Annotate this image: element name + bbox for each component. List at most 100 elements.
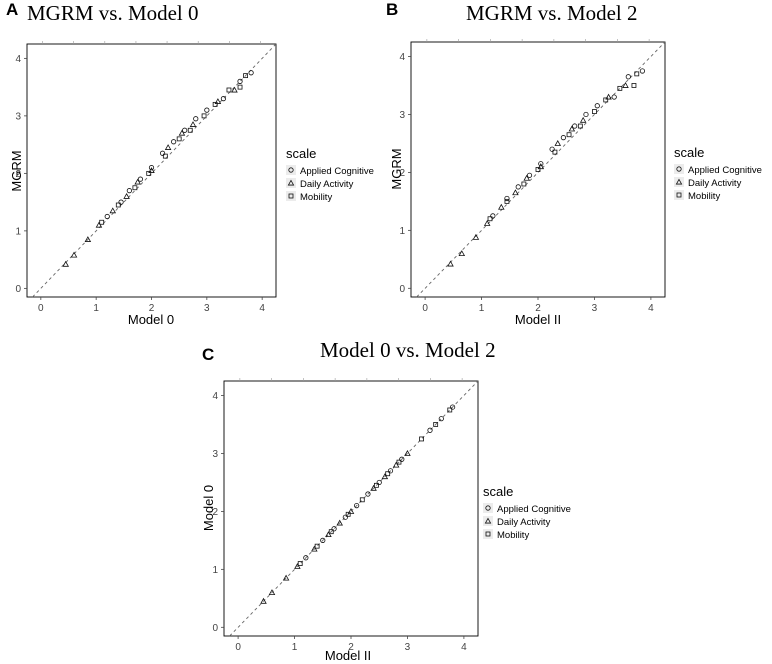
panel-b-point-triangle xyxy=(512,189,519,196)
panel-c-legend-label: Mobility xyxy=(497,530,529,541)
panel-b-point-triangle xyxy=(498,203,505,210)
panel-b-x-axis-title: Model II xyxy=(515,312,561,327)
panel-b-y-tick-label: 1 xyxy=(399,226,405,237)
panel-a-legend-key-triangle xyxy=(287,179,295,186)
panel-b-point-triangle xyxy=(447,260,454,267)
panel-a-point-triangle xyxy=(84,236,92,242)
panel-b-legend-key-bg xyxy=(674,177,684,187)
panel-c-point-triangle xyxy=(282,574,290,581)
panel-b-reference-line xyxy=(416,41,666,298)
panel-b-point-circle xyxy=(538,161,544,167)
panel-c-point-circle xyxy=(376,479,382,486)
panel-a-point-circle xyxy=(204,107,210,113)
panel-c-point-square xyxy=(447,407,453,413)
panel-a-point-circle xyxy=(137,176,144,182)
panel-b-point-circle xyxy=(504,195,510,202)
panel-a-point-square xyxy=(212,101,218,107)
panel-a-y-tick-label: 0 xyxy=(15,284,21,295)
panel-b-legend-key-bg xyxy=(674,190,684,200)
panel-b-x-tick-label: 0 xyxy=(422,303,428,314)
panel-b-title: MGRM vs. Model 2 xyxy=(466,1,638,25)
panel-a-y-axis-title: MGRM xyxy=(9,150,24,191)
panel-a-x-tick-label: 3 xyxy=(204,303,210,314)
panel-b-point-triangle xyxy=(622,82,629,88)
panel-c-x-tick-label: 0 xyxy=(235,642,241,653)
panel-c-point-square xyxy=(297,561,303,566)
panel-c-letter: C xyxy=(202,345,214,364)
panel-c-y-tick-label: 2 xyxy=(212,507,218,518)
panel-a-plot: 0 1 2 3 4 0 1 2 3 4 xyxy=(15,41,277,314)
panel-a-letter: A xyxy=(6,0,18,19)
panel-c-point-circle xyxy=(449,404,456,410)
panel-c-point-triangle xyxy=(392,461,400,468)
panel-a: A MGRM vs. Model 0 0 1 2 3 4 0 1 2 3 4 Model 0 MG… xyxy=(6,0,374,327)
panel-b-point-triangle xyxy=(483,219,491,226)
panel-b-point-square xyxy=(577,123,583,129)
panel-a-point-circle xyxy=(248,70,254,76)
panel-a-point-square xyxy=(226,87,232,93)
panel-b-legend-label: Mobility xyxy=(688,191,720,202)
panel-b-point-circle xyxy=(594,103,600,109)
panel-b-legend-label: Daily Activity xyxy=(688,178,742,189)
panel-c-reference-line xyxy=(229,380,479,637)
panel-b-y-tick-label: 4 xyxy=(399,52,405,63)
panel-b-point-circle xyxy=(526,172,533,178)
panel-c-legend-key-bg xyxy=(483,503,493,513)
panel-a-x-tick-label: 1 xyxy=(93,303,99,314)
panel-c-point-circle xyxy=(354,503,360,509)
panel-b-x-tick-label: 1 xyxy=(479,303,485,314)
panel-a-point-triangle xyxy=(214,98,222,104)
panel-b-legend-label: Applied Cognitive xyxy=(688,165,762,176)
panel-b: B MGRM vs. Model 2 0 1 2 3 4 0 1 2 3 4 Model II M… xyxy=(386,0,762,327)
panel-a-legend-key-bg xyxy=(286,178,296,188)
panel-b-legend-title: scale xyxy=(674,145,704,160)
panel-c-x-tick-label: 4 xyxy=(461,642,467,653)
panel-c-legend-key-triangle xyxy=(484,517,492,524)
panel-b-y-tick-label: 0 xyxy=(399,284,405,295)
panel-c-y-tick-label: 0 xyxy=(212,623,218,634)
panel-a-point-square xyxy=(132,185,138,191)
panel-a-y-tick-label: 1 xyxy=(15,226,21,237)
panel-a-legend-title: scale xyxy=(286,146,316,161)
panel-a-point-circle xyxy=(237,78,243,84)
panel-a-legend-key-square xyxy=(288,193,294,199)
panel-a-point-square xyxy=(115,202,121,208)
panel-b-point-triangle xyxy=(472,233,480,240)
panel-b-point-circle xyxy=(583,111,589,118)
panel-b-point-triangle xyxy=(554,139,562,146)
panel-c-point-square xyxy=(396,459,402,465)
panel-c-legend-key-square xyxy=(485,531,491,537)
panel-a-point-triangle xyxy=(95,221,103,228)
panel-b-point-triangle xyxy=(605,93,612,100)
panel-a-point-square xyxy=(176,136,182,142)
panel-c-point-circle xyxy=(427,427,433,433)
panel-c-point-square xyxy=(359,497,365,503)
panel-c-point-circle xyxy=(399,456,405,462)
panel-a-point-circle xyxy=(171,139,177,145)
panel-a-plot-area xyxy=(26,43,277,298)
panel-c-point-circle xyxy=(331,526,337,532)
panel-b-point-square xyxy=(504,198,510,204)
panel-a-point-square xyxy=(237,84,243,90)
panel-c-point-square xyxy=(373,482,379,488)
panel-a-point-circle xyxy=(220,96,227,102)
panel-a-point-square xyxy=(162,153,168,159)
panel-a-legend-key-bg xyxy=(286,165,296,175)
panel-b-point-square xyxy=(603,97,609,103)
panel-a-point-triangle xyxy=(178,129,186,136)
panel-c-legend-key-bg xyxy=(483,516,493,526)
panel-a-legend-label: Daily Activity xyxy=(300,179,354,190)
panel-c-point-triangle xyxy=(347,507,355,514)
panel-c-point-circle xyxy=(342,514,348,520)
panel-a-legend: scale Applied Cognitive Daily Activity Mob… xyxy=(286,146,374,203)
panel-b-point-triangle xyxy=(458,250,466,257)
panel-a-point-square xyxy=(99,219,105,225)
panel-a-legend-label: Applied Cognitive xyxy=(300,166,374,177)
panel-b-point-square xyxy=(566,132,572,138)
panel-a-reference-line xyxy=(32,43,277,298)
panel-c-point-triangle xyxy=(325,531,332,538)
panel-c-point-square xyxy=(433,422,439,427)
panel-a-point-circle xyxy=(118,199,124,205)
panel-b-legend: scale Applied Cognitive Daily Activity Mob… xyxy=(674,145,762,202)
